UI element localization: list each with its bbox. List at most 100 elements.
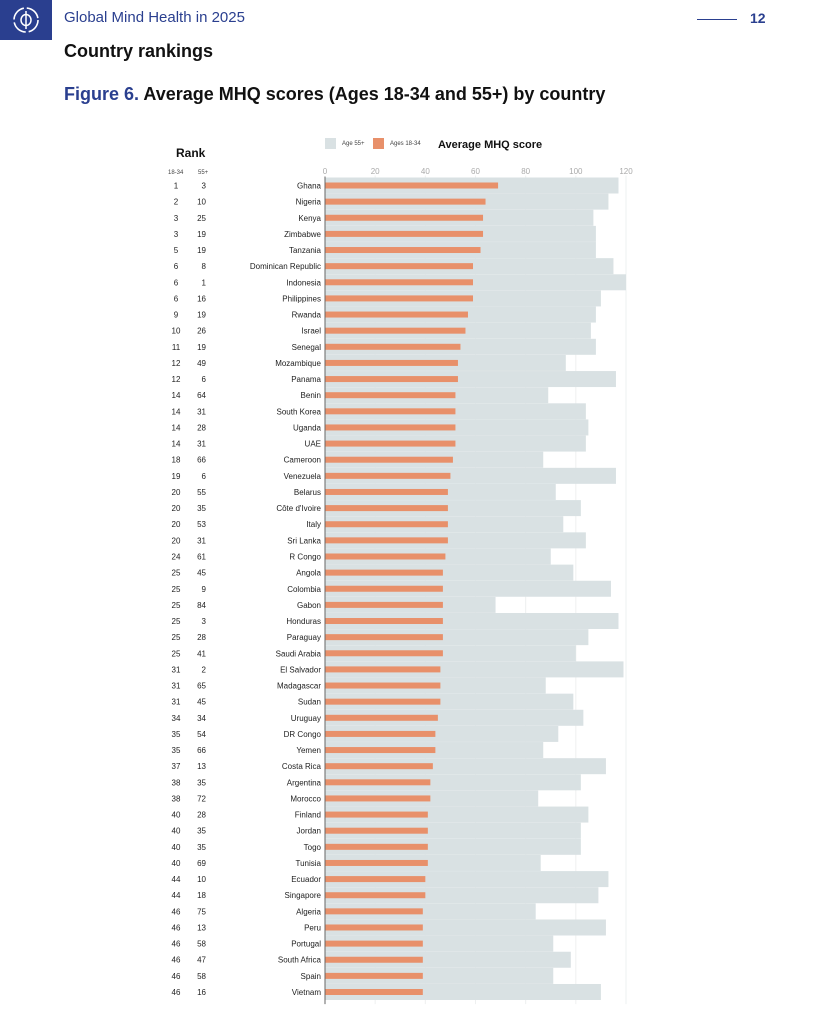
country-label: Uruguay (291, 714, 321, 723)
rank-18-34: 25 (172, 569, 181, 578)
bar-age-18-34 (325, 343, 461, 350)
rank-18-34: 12 (172, 359, 181, 368)
country-label: Indonesia (286, 278, 321, 287)
bar-age-18-34 (325, 488, 448, 495)
bar-age-55 (325, 951, 571, 968)
rank-18-34: 3 (174, 230, 179, 239)
bar-age-18-34 (325, 940, 423, 947)
country-label: Spain (301, 972, 321, 981)
country-label: Benin (301, 391, 321, 400)
rank-55-plus: 45 (197, 569, 206, 578)
section-title: Country rankings (64, 41, 214, 61)
country-label: Portugal (291, 940, 321, 949)
rank-55-plus: 10 (197, 875, 206, 884)
bar-age-55 (325, 709, 584, 726)
bar-age-18-34 (325, 263, 473, 270)
legend-swatch-18-34 (373, 138, 384, 149)
bar-age-18-34 (325, 908, 423, 915)
rank-18-34: 37 (172, 762, 181, 771)
country-label: Ecuador (291, 875, 321, 884)
country-label: Kenya (298, 214, 321, 223)
country-label: Israel (301, 327, 321, 336)
rank-18-34: 19 (172, 472, 181, 481)
rank-55-plus: 72 (197, 794, 206, 803)
country-label: Vietnam (292, 988, 322, 997)
x-tick-label: 0 (323, 167, 328, 176)
rank-18-34: 11 (172, 343, 181, 352)
phi-logo-icon (13, 7, 39, 33)
rank-55-plus: 49 (197, 359, 206, 368)
x-tick-label: 120 (619, 167, 633, 176)
rank-55-plus: 6 (202, 472, 207, 481)
header-divider (697, 19, 737, 20)
country-label: South Africa (278, 956, 322, 965)
bar-age-18-34 (325, 230, 484, 237)
country-label: South Korea (277, 407, 322, 416)
rank-18-34: 25 (172, 601, 181, 610)
bar-age-18-34 (325, 795, 431, 802)
bar-age-18-34 (325, 440, 456, 447)
rank-55-plus: 35 (197, 504, 206, 513)
country-label: Senegal (292, 343, 322, 352)
country-label: Nigeria (296, 198, 322, 207)
rank-55-plus: 65 (197, 682, 206, 691)
rank-55-plus: 47 (197, 956, 206, 965)
page-number: 12 (750, 10, 766, 26)
figure-caption: Average MHQ scores (Ages 18-34 and 55+) … (143, 84, 606, 104)
rank-55-plus: 13 (197, 762, 206, 771)
bar-age-18-34 (325, 666, 441, 673)
rank-18-34: 10 (172, 327, 181, 336)
bar-age-55 (325, 806, 589, 823)
bar-age-18-34 (325, 682, 441, 689)
rank-55-plus: 35 (197, 843, 206, 852)
bar-age-18-34 (325, 827, 428, 834)
bar-age-18-34 (325, 714, 438, 721)
bar-age-55 (325, 274, 626, 291)
country-label: Sri Lanka (287, 536, 321, 545)
bar-age-18-34 (325, 295, 473, 302)
rank-18-34: 1 (174, 182, 179, 191)
bar-age-55 (325, 790, 539, 807)
rank-55-plus: 19 (197, 311, 206, 320)
bar-age-18-34 (325, 585, 443, 592)
rank-18-34: 9 (174, 311, 179, 320)
rank-55-plus: 35 (197, 778, 206, 787)
country-label: Togo (304, 843, 322, 852)
rank-55-plus: 8 (202, 262, 207, 271)
bar-age-18-34 (325, 924, 423, 931)
rank-18-34: 44 (172, 891, 181, 900)
country-label: Mozambique (275, 359, 321, 368)
legend-label-55: Age 55+ (342, 140, 365, 147)
country-label: Jordan (297, 827, 321, 836)
country-label: Costa Rica (282, 762, 322, 771)
bar-age-18-34 (325, 956, 423, 963)
rank-18-34: 35 (172, 746, 181, 755)
bar-age-55 (325, 854, 541, 871)
country-label: Peru (304, 923, 321, 932)
bar-age-55 (325, 758, 606, 775)
rank-55-plus: 13 (197, 923, 206, 932)
bar-age-18-34 (325, 359, 458, 366)
bar-age-18-34 (325, 634, 443, 641)
chart-title: Average MHQ score (438, 139, 543, 151)
rank-18-34: 46 (172, 988, 181, 997)
bar-age-55 (325, 580, 611, 597)
bar-age-18-34 (325, 698, 441, 705)
bar-age-18-34 (325, 876, 426, 883)
bar-age-18-34 (325, 650, 443, 657)
bar-age-55 (325, 661, 624, 678)
rank-55-plus: 69 (197, 859, 206, 868)
bar-age-18-34 (325, 730, 436, 737)
country-label: Zimbabwe (284, 230, 321, 239)
rank-55-plus: 28 (197, 423, 206, 432)
rank-55-plus: 66 (197, 456, 206, 465)
legend-swatch-55 (325, 138, 336, 149)
rank-55-plus: 34 (197, 714, 206, 723)
rank-55-plus: 58 (197, 972, 206, 981)
bar-age-18-34 (325, 376, 458, 383)
rank-18-34: 31 (172, 665, 181, 674)
bar-age-18-34 (325, 553, 446, 560)
rank-18-34: 14 (172, 440, 181, 449)
bar-age-18-34 (325, 472, 451, 479)
figure-title: Figure 6. Average MHQ scores (Ages 18-34… (64, 84, 605, 105)
